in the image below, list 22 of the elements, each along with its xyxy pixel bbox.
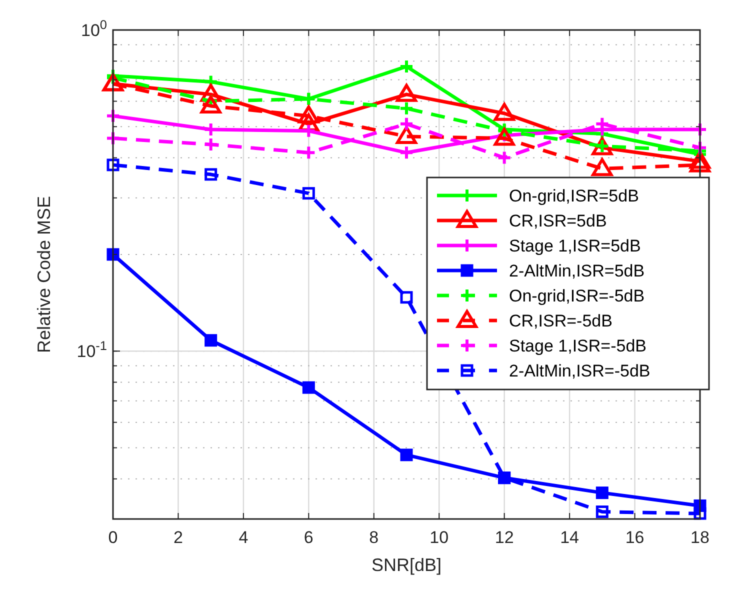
legend-label: 2-AltMin,ISR=-5dB: [509, 362, 650, 380]
legend-label: Stage 1,ISR=5dB: [509, 236, 641, 256]
legend-label: CR,ISR=-5dB: [509, 312, 612, 330]
x-tick-label: 14: [560, 528, 580, 547]
y-tick-label: 10$^{-1}$: [76, 338, 107, 362]
legend-label: Stage 1,ISR=-5dB: [509, 336, 647, 356]
x-tick-label: 6: [304, 528, 314, 547]
legend-label: CR,ISR=5dB: [509, 212, 607, 230]
legend-label: 2-AltMin,ISR=5dB: [509, 262, 645, 280]
x-tick-label: 16: [625, 528, 644, 547]
y-axis-title: Relative Code MSE: [34, 196, 54, 354]
x-tick-label: 2: [173, 528, 183, 547]
x-tick-label: 0: [108, 528, 118, 547]
x-axis-title: SNR[dB]: [371, 555, 442, 575]
legend-label: On-grid,ISR=5dB: [509, 186, 639, 206]
x-tick-label: 12: [494, 528, 514, 547]
x-tick-label: 10: [430, 528, 449, 547]
x-tick-label: 8: [369, 528, 379, 547]
legend-label: On-grid,ISR=-5dB: [509, 286, 645, 306]
y-tick-label: 10$^{0}$: [80, 16, 107, 40]
x-tick-label: 4: [238, 528, 248, 547]
x-tick-label: 18: [690, 528, 710, 547]
